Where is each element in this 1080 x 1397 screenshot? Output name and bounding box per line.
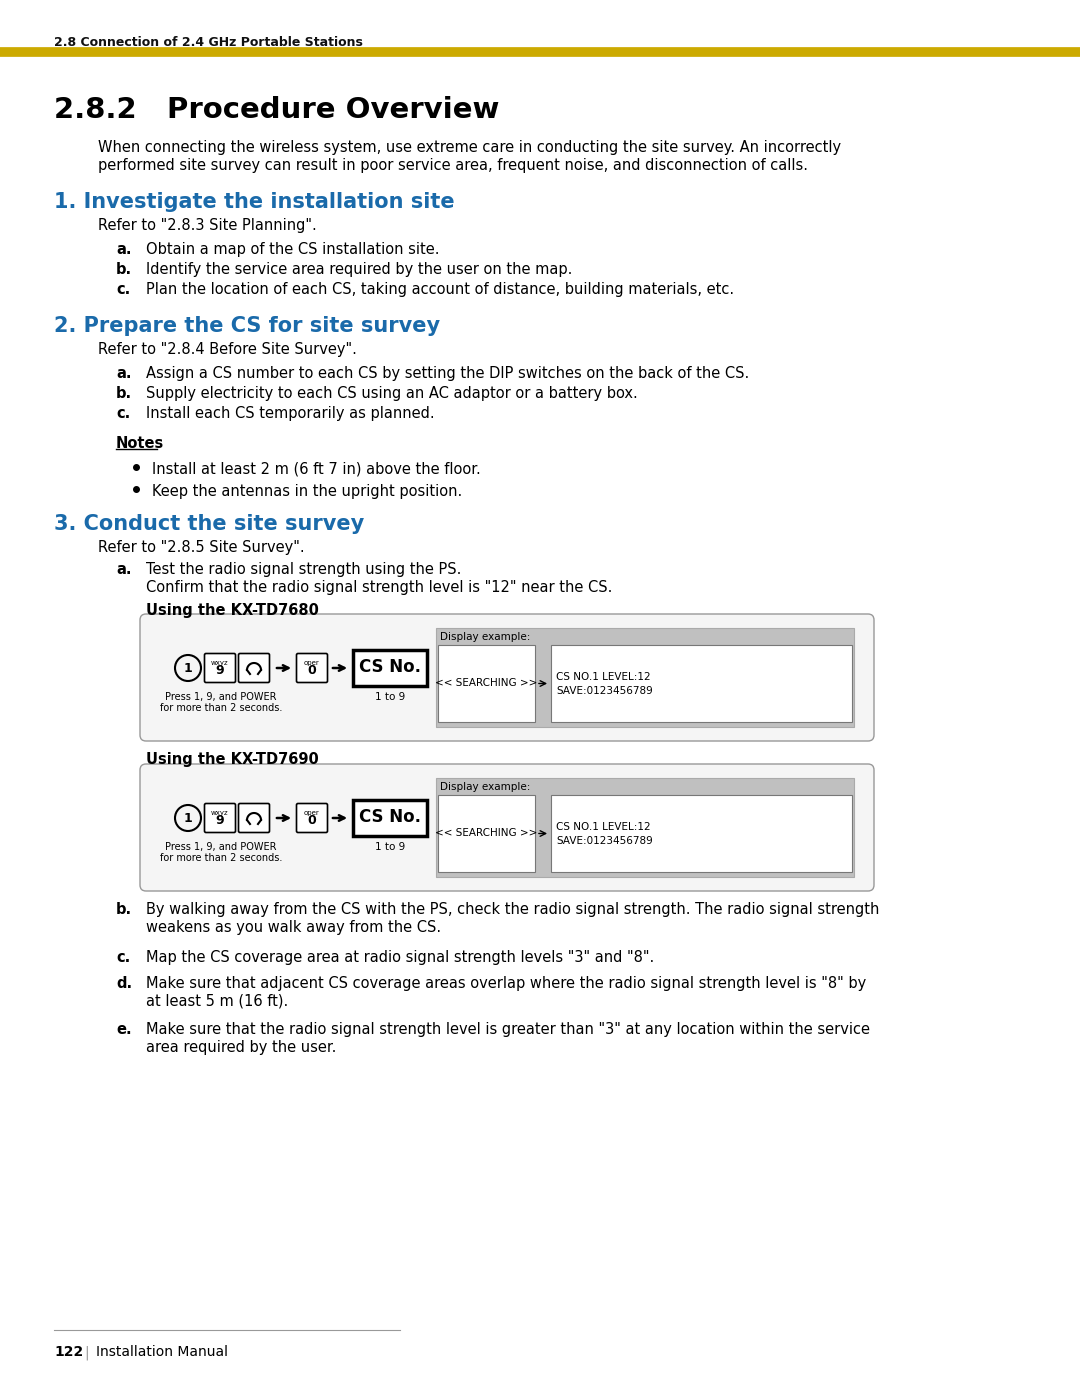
Text: << SEARCHING >>: << SEARCHING >> <box>435 828 538 838</box>
Text: 122: 122 <box>54 1345 83 1359</box>
Text: CS NO.1 LEVEL:12: CS NO.1 LEVEL:12 <box>556 672 650 682</box>
Text: Refer to "2.8.4 Before Site Survey".: Refer to "2.8.4 Before Site Survey". <box>98 342 356 358</box>
Text: When connecting the wireless system, use extreme care in conducting the site sur: When connecting the wireless system, use… <box>98 140 841 155</box>
Text: Assign a CS number to each CS by setting the DIP switches on the back of the CS.: Assign a CS number to each CS by setting… <box>146 366 750 381</box>
Text: Test the radio signal strength using the PS.: Test the radio signal strength using the… <box>146 562 461 577</box>
Text: c.: c. <box>116 950 131 965</box>
Text: Keep the antennas in the upright position.: Keep the antennas in the upright positio… <box>152 483 462 499</box>
Text: 9: 9 <box>216 665 225 678</box>
Text: Display example:: Display example: <box>440 631 530 643</box>
Text: Obtain a map of the CS installation site.: Obtain a map of the CS installation site… <box>146 242 440 257</box>
Text: wxyz: wxyz <box>212 810 229 816</box>
Text: at least 5 m (16 ft).: at least 5 m (16 ft). <box>146 995 288 1009</box>
Text: b.: b. <box>116 386 132 401</box>
Text: 2.8.2   Procedure Overview: 2.8.2 Procedure Overview <box>54 96 499 124</box>
Text: Map the CS coverage area at radio signal strength levels "3" and "8".: Map the CS coverage area at radio signal… <box>146 950 654 965</box>
Text: 0: 0 <box>308 665 316 678</box>
Text: 1: 1 <box>184 812 192 824</box>
Text: area required by the user.: area required by the user. <box>146 1039 336 1055</box>
FancyBboxPatch shape <box>140 764 874 891</box>
FancyBboxPatch shape <box>353 650 427 686</box>
Text: CS No.: CS No. <box>359 807 421 826</box>
FancyBboxPatch shape <box>204 654 235 683</box>
Text: 9: 9 <box>216 814 225 827</box>
Text: b.: b. <box>116 902 132 916</box>
Text: for more than 2 seconds.: for more than 2 seconds. <box>160 703 282 712</box>
Text: Identify the service area required by the user on the map.: Identify the service area required by th… <box>146 263 572 277</box>
Text: SAVE:0123456789: SAVE:0123456789 <box>556 837 652 847</box>
Text: Installation Manual: Installation Manual <box>96 1345 228 1359</box>
Text: Plan the location of each CS, taking account of distance, building materials, et: Plan the location of each CS, taking acc… <box>146 282 734 298</box>
FancyBboxPatch shape <box>436 629 854 726</box>
Text: wxyz: wxyz <box>212 659 229 666</box>
Text: 2. Prepare the CS for site survey: 2. Prepare the CS for site survey <box>54 316 441 337</box>
Text: Notes: Notes <box>116 436 164 451</box>
Text: Make sure that adjacent CS coverage areas overlap where the radio signal strengt: Make sure that adjacent CS coverage area… <box>146 977 866 990</box>
Text: a.: a. <box>116 562 132 577</box>
Text: weakens as you walk away from the CS.: weakens as you walk away from the CS. <box>146 921 441 935</box>
Text: |: | <box>84 1345 89 1359</box>
FancyBboxPatch shape <box>438 795 535 872</box>
FancyBboxPatch shape <box>297 654 327 683</box>
FancyBboxPatch shape <box>353 800 427 835</box>
FancyBboxPatch shape <box>140 615 874 740</box>
Text: Make sure that the radio signal strength level is greater than "3" at any locati: Make sure that the radio signal strength… <box>146 1023 870 1037</box>
Text: 1 to 9: 1 to 9 <box>375 692 405 703</box>
Text: Install at least 2 m (6 ft 7 in) above the floor.: Install at least 2 m (6 ft 7 in) above t… <box>152 462 481 476</box>
Text: b.: b. <box>116 263 132 277</box>
FancyBboxPatch shape <box>436 778 854 877</box>
Text: CS NO.1 LEVEL:12: CS NO.1 LEVEL:12 <box>556 821 650 831</box>
Text: Using the KX-TD7680: Using the KX-TD7680 <box>146 604 319 617</box>
Text: a.: a. <box>116 242 132 257</box>
Text: oper: oper <box>305 659 320 666</box>
Text: for more than 2 seconds.: for more than 2 seconds. <box>160 854 282 863</box>
FancyBboxPatch shape <box>239 803 270 833</box>
Text: performed site survey can result in poor service area, frequent noise, and disco: performed site survey can result in poor… <box>98 158 808 173</box>
FancyBboxPatch shape <box>438 645 535 722</box>
FancyBboxPatch shape <box>551 645 852 722</box>
Text: Refer to "2.8.3 Site Planning".: Refer to "2.8.3 Site Planning". <box>98 218 316 233</box>
Text: 2.8 Connection of 2.4 GHz Portable Stations: 2.8 Connection of 2.4 GHz Portable Stati… <box>54 36 363 49</box>
Text: 1: 1 <box>184 662 192 675</box>
Text: Display example:: Display example: <box>440 782 530 792</box>
Text: c.: c. <box>116 282 131 298</box>
FancyBboxPatch shape <box>204 803 235 833</box>
Text: CS No.: CS No. <box>359 658 421 676</box>
Text: e.: e. <box>116 1023 132 1037</box>
Text: 0: 0 <box>308 814 316 827</box>
Text: a.: a. <box>116 366 132 381</box>
FancyBboxPatch shape <box>551 795 852 872</box>
FancyBboxPatch shape <box>297 803 327 833</box>
Text: << SEARCHING >>: << SEARCHING >> <box>435 679 538 689</box>
Text: oper: oper <box>305 810 320 816</box>
Text: SAVE:0123456789: SAVE:0123456789 <box>556 686 652 697</box>
Text: 1 to 9: 1 to 9 <box>375 842 405 852</box>
Text: c.: c. <box>116 407 131 420</box>
Text: Supply electricity to each CS using an AC adaptor or a battery box.: Supply electricity to each CS using an A… <box>146 386 638 401</box>
Text: d.: d. <box>116 977 132 990</box>
Text: Press 1, 9, and POWER: Press 1, 9, and POWER <box>165 692 276 703</box>
Text: 1. Investigate the installation site: 1. Investigate the installation site <box>54 191 455 212</box>
Text: Refer to "2.8.5 Site Survey".: Refer to "2.8.5 Site Survey". <box>98 541 305 555</box>
Text: Install each CS temporarily as planned.: Install each CS temporarily as planned. <box>146 407 434 420</box>
Text: 3. Conduct the site survey: 3. Conduct the site survey <box>54 514 364 534</box>
FancyBboxPatch shape <box>239 654 270 683</box>
Text: Using the KX-TD7690: Using the KX-TD7690 <box>146 752 319 767</box>
Text: Confirm that the radio signal strength level is "12" near the CS.: Confirm that the radio signal strength l… <box>146 580 612 595</box>
Text: By walking away from the CS with the PS, check the radio signal strength. The ra: By walking away from the CS with the PS,… <box>146 902 879 916</box>
Text: Press 1, 9, and POWER: Press 1, 9, and POWER <box>165 842 276 852</box>
